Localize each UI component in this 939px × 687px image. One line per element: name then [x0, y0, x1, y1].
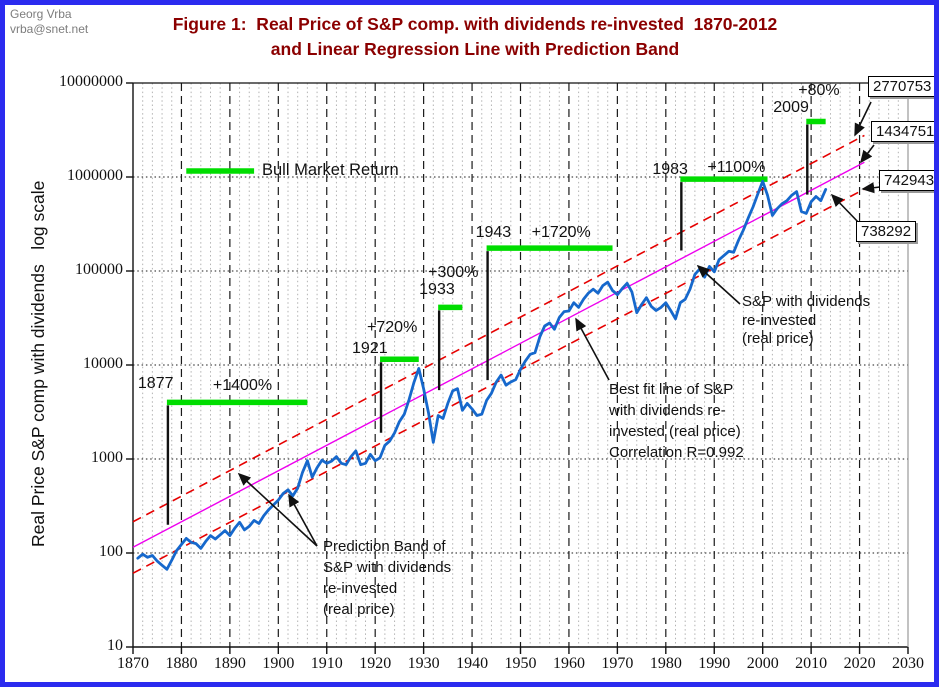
chart-canvas [126, 82, 909, 654]
callout-arrow [861, 182, 881, 194]
end-value-box: 742943 [879, 170, 934, 191]
callout-arrow [860, 144, 875, 164]
bull-market-gain-label: +80% [798, 82, 840, 100]
author-email: vrba@snet.net [10, 22, 89, 36]
bull-market-gain-label: +1720% [531, 224, 591, 242]
x-axis-tick-label: 2010 [795, 655, 828, 672]
callout-arrow [237, 472, 318, 547]
sp-price-curve [136, 179, 828, 571]
x-axis-tick-label: 1980 [649, 655, 682, 672]
y-axis-title: Real Price S&P comp with dividends log s… [28, 180, 48, 548]
figure-title-line2: and Linear Regression Line with Predicti… [270, 39, 680, 59]
y-axis-tick-label: 1000000 [67, 167, 123, 184]
y-axis-tick-label: 100 [99, 543, 123, 560]
x-axis-tick-label: 1930 [407, 655, 440, 672]
x-axis-tick-label: 1990 [698, 655, 731, 672]
x-axis-tick-label: 1970 [601, 655, 634, 672]
end-value-box: 738292 [856, 221, 917, 242]
prediction-band-callout: Prediction Band of S&P with dividends re… [323, 538, 452, 618]
x-axis-tick-label: 2020 [843, 655, 876, 672]
x-axis-tick-label: 1880 [165, 655, 198, 672]
bull-market-year-label: 1943 [475, 224, 512, 242]
x-axis-tick-label: 1950 [504, 655, 537, 672]
x-axis-tick-label: 1900 [262, 655, 295, 672]
callout-arrow [696, 264, 741, 305]
x-axis-tick-label: 1870 [117, 655, 149, 672]
prediction-band-upper [132, 134, 865, 523]
best-fit-callout: Best fit line of S&P with dividends re- … [609, 381, 744, 461]
y-axis-tick-label: 100000 [75, 261, 123, 278]
prediction-band-lower [132, 188, 865, 574]
x-axis-tick-label: 2030 [892, 655, 924, 672]
figure-title-line1: Figure 1: Real Price of S&P comp. with d… [172, 14, 778, 34]
y-axis-tick-label: 10000000 [59, 73, 123, 90]
bull-market-gain-label: +1100% [707, 159, 766, 177]
y-axis-tick-label: 10 [107, 637, 123, 654]
callout-arrow [288, 493, 318, 547]
bull-market-gain-label: +300% [428, 264, 479, 282]
regression-line [132, 161, 865, 548]
x-axis-tick-label: 1940 [456, 655, 489, 672]
x-axis-tick-label: 1960 [552, 655, 585, 672]
author-credit: Georg Vrba vrba@snet.net [10, 7, 88, 37]
bull-market-gain-label: +1400% [212, 377, 273, 395]
x-axis-tick-label: 1910 [310, 655, 343, 672]
end-value-box: 2770753 [868, 76, 934, 97]
bull-market-year-label: 1877 [137, 375, 174, 393]
x-axis-tick-label: 2000 [746, 655, 779, 672]
callout-arrow [575, 317, 610, 381]
y-axis-tick-label: 1000 [91, 449, 123, 466]
bull-market-year-label: 2009 [773, 99, 809, 117]
end-value-box: 1434751 [871, 121, 934, 142]
legend-label: Bull Market Return [262, 161, 399, 179]
x-axis-tick-label: 1920 [359, 655, 392, 672]
bull-market-year-label: 1983 [652, 161, 688, 179]
bull-market-year-label: 1921 [352, 340, 388, 358]
bull-market-gain-label: +720% [367, 319, 418, 337]
author-name: Georg Vrba [10, 7, 72, 21]
figure-title: Figure 1: Real Price of S&P comp. with d… [60, 12, 890, 62]
y-axis-tick-label: 10000 [83, 355, 123, 372]
sp-series-callout: S&P with dividends re-invested (real pri… [742, 293, 871, 347]
x-axis-tick-label: 1890 [213, 655, 246, 672]
callout-arrow [830, 193, 861, 225]
callout-arrow [854, 101, 872, 137]
bull-market-year-label: 1933 [419, 281, 455, 299]
